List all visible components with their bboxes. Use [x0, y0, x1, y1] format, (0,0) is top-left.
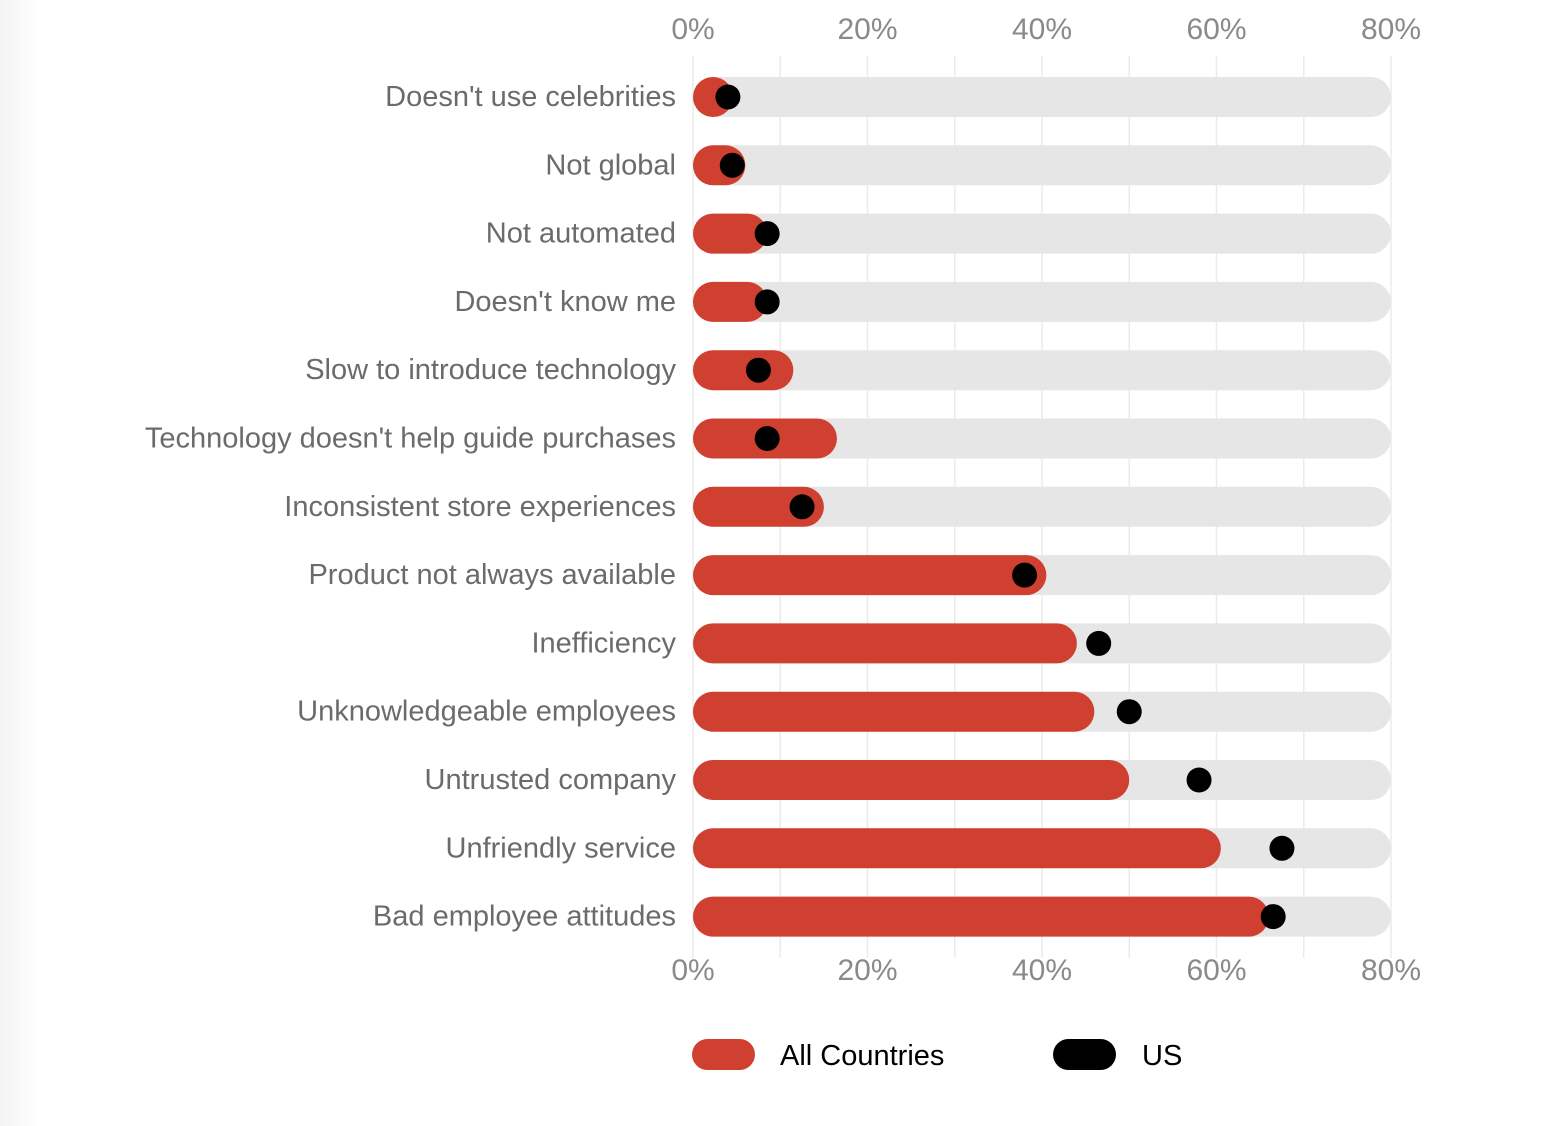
bar-all-countries — [693, 623, 1077, 664]
dot-us — [719, 152, 745, 178]
chart-row: Bad employee attitudes — [373, 896, 1391, 937]
legend-item: All Countries — [692, 1039, 944, 1072]
dot-us — [754, 289, 780, 315]
bar-all-countries — [693, 691, 1095, 732]
bar-track — [693, 350, 1391, 391]
category-label: Doesn't use celebrities — [385, 81, 676, 113]
legend-swatch — [1053, 1039, 1116, 1070]
x-tick-label: 0% — [671, 13, 714, 46]
category-label: Technology doesn't help guide purchases — [145, 423, 676, 455]
legend-swatch — [692, 1039, 755, 1070]
bar-track — [693, 418, 1391, 459]
dot-us — [1269, 835, 1295, 861]
chart-row: Unknowledgeable employees — [297, 691, 1391, 732]
bar-all-countries — [693, 760, 1130, 800]
category-label: Inconsistent store experiences — [284, 491, 676, 523]
bar-track — [693, 281, 1391, 322]
dot-us — [789, 494, 815, 520]
dot-us — [1012, 562, 1038, 588]
chart-row: Product not always available — [308, 555, 1391, 596]
category-label: Unfriendly service — [446, 832, 676, 864]
bar-all-countries — [693, 350, 794, 391]
page-left-edge — [0, 0, 40, 1126]
bar-track — [693, 77, 1391, 117]
dot-us — [1186, 767, 1212, 793]
category-label: Untrusted company — [425, 764, 677, 796]
dot-us — [745, 357, 771, 383]
chart-row: Untrusted company — [425, 760, 1391, 800]
chart-row: Inefficiency — [531, 623, 1391, 664]
chart-row: Not global — [545, 145, 1391, 186]
dot-us — [715, 84, 741, 110]
bar-all-countries — [693, 213, 768, 254]
x-tick-label: 60% — [1186, 954, 1246, 987]
bar-track — [693, 486, 1391, 527]
x-tick-label: 80% — [1361, 13, 1421, 46]
bar-all-countries — [693, 281, 768, 322]
bar-all-countries — [693, 555, 1047, 596]
dot-us — [754, 426, 780, 451]
legend-label: US — [1142, 1040, 1182, 1072]
x-tick-label: 60% — [1186, 13, 1246, 46]
category-label: Not automated — [486, 218, 676, 250]
dot-us — [1260, 904, 1286, 930]
chart-rows: Doesn't use celebrities Not global Not aut… — [145, 77, 1391, 937]
category-label: Bad employee attitudes — [373, 901, 676, 933]
legend-label: All Countries — [780, 1040, 944, 1072]
category-label: Inefficiency — [531, 627, 676, 659]
legend-item: US — [1053, 1039, 1182, 1072]
x-tick-label: 20% — [837, 954, 897, 987]
legend: All Countries US — [692, 1039, 1182, 1072]
x-tick-label: 20% — [837, 13, 897, 46]
category-label: Not global — [545, 149, 676, 181]
x-axis-bottom: 0% 20% 40% 60% 80% — [671, 954, 1421, 987]
bar-track — [693, 213, 1391, 254]
x-tick-label: 40% — [1012, 13, 1072, 46]
x-axis-top: 0% 20% 40% 60% 80% — [671, 13, 1421, 46]
dot-us — [754, 221, 780, 247]
chart-row: Doesn't know me — [454, 281, 1391, 322]
category-label: Doesn't know me — [454, 286, 676, 318]
chart-row: Not automated — [486, 213, 1391, 254]
x-tick-label: 0% — [671, 954, 714, 987]
bar-track — [693, 145, 1391, 186]
category-label: Unknowledgeable employees — [297, 696, 676, 728]
bar-all-countries — [693, 896, 1269, 937]
category-label: Product not always available — [308, 559, 676, 591]
bar-all-countries — [693, 486, 824, 527]
chart-row: Inconsistent store experiences — [284, 486, 1391, 527]
chart-row: Slow to introduce technology — [305, 350, 1391, 391]
dot-us — [1086, 630, 1112, 656]
x-tick-label: 40% — [1012, 954, 1072, 987]
chart-row: Unfriendly service — [446, 828, 1391, 869]
x-tick-label: 80% — [1361, 954, 1421, 987]
chart-row: Doesn't use celebrities — [385, 77, 1391, 117]
dot-us — [1116, 699, 1142, 725]
bar-all-countries — [693, 828, 1221, 869]
category-label: Slow to introduce technology — [305, 354, 676, 386]
chart-row: Technology doesn't help guide purchases — [145, 418, 1391, 459]
